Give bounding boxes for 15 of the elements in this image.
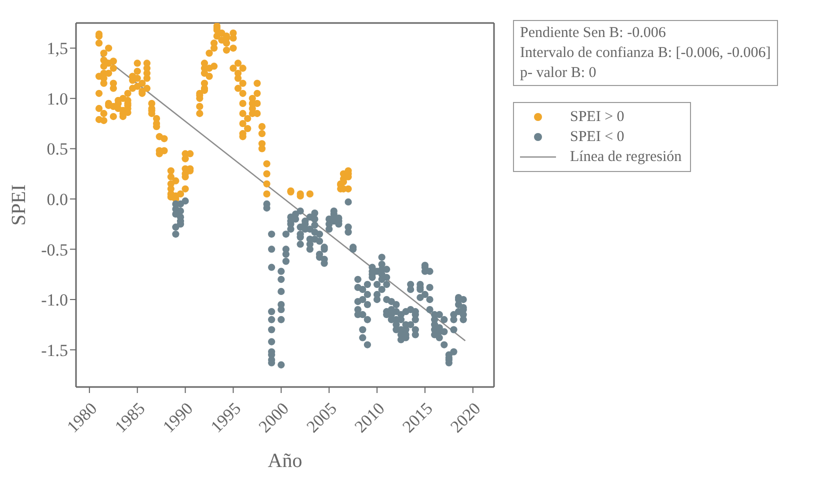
legend-label: SPEI < 0 (570, 128, 624, 147)
y-axis-title: SPEI (8, 184, 30, 226)
text: Pendiente Sen B: -0.006 (520, 24, 667, 43)
text: p- valor B: 0 (520, 64, 598, 83)
legend-label: SPEI > 0 (570, 108, 624, 127)
x-axis-title: Año (268, 450, 302, 472)
y-tick-label: 1,5 (46, 39, 68, 58)
text: Intervalo de confianza B: [-0.006, -0.006] (520, 44, 771, 63)
y-tick-label: 0.5 (46, 140, 68, 159)
y-tick-label: -1.5 (41, 340, 68, 360)
y-tick-label: -0.5 (41, 240, 68, 260)
y-tick-label: 1.0 (46, 89, 68, 108)
y-tick-label: -1.0 (41, 290, 68, 310)
y-tick-label: 0.0 (46, 190, 68, 209)
legend-label: Línea de regresión (570, 148, 682, 167)
